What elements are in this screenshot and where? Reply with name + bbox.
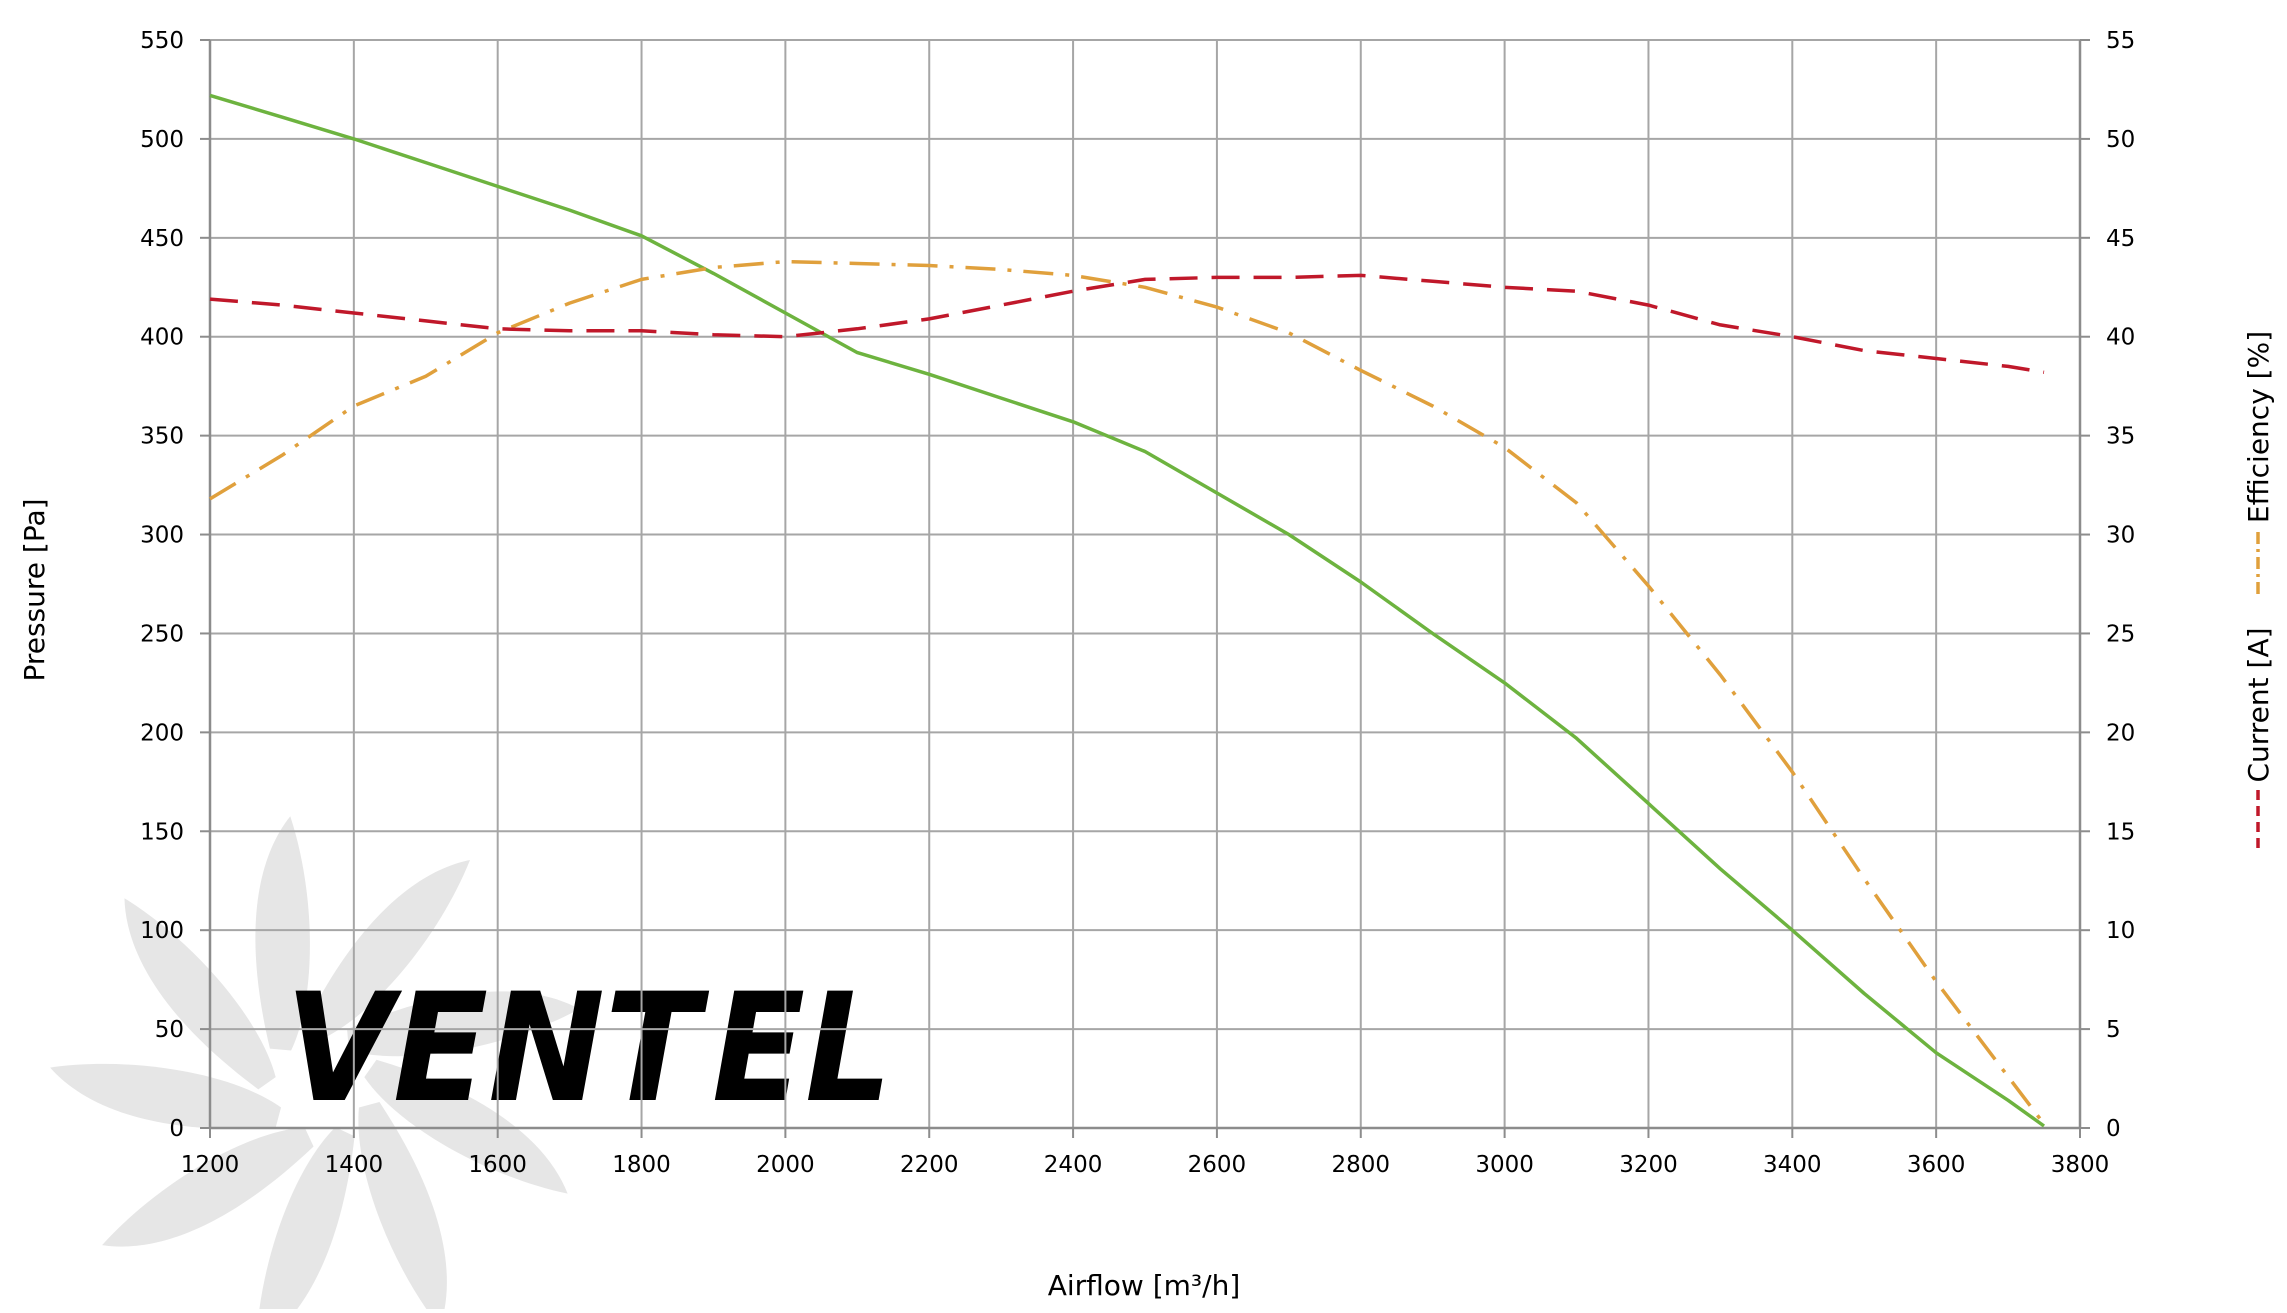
y-right-tick-label: 50 bbox=[2106, 127, 2135, 153]
x-tick-label: 1600 bbox=[468, 1152, 527, 1178]
x-tick-label: 1800 bbox=[612, 1152, 671, 1178]
x-tick-label: 1400 bbox=[325, 1152, 384, 1178]
y-left-tick-label: 300 bbox=[140, 523, 184, 549]
fan-blades-icon bbox=[50, 816, 580, 1313]
y-right-tick-label: 40 bbox=[2106, 325, 2135, 351]
y-left-tick-label: 150 bbox=[140, 819, 184, 845]
x-tick-label: 2600 bbox=[1188, 1152, 1247, 1178]
fan-blade-shape bbox=[124, 898, 276, 1090]
y-right-tick-label: 25 bbox=[2106, 621, 2135, 647]
fan-blade-shape bbox=[364, 1059, 568, 1194]
watermark-text-accent: EL bbox=[712, 962, 892, 1136]
y-right-tick-label: 30 bbox=[2106, 523, 2135, 549]
fan-blade-shape bbox=[50, 1063, 282, 1130]
tick-labels: 1200 1400 1600 1800 2000 2200 2400 2600 2800 3000… bbox=[140, 28, 2135, 1178]
y-right-tick-label: 0 bbox=[2106, 1116, 2121, 1142]
y-right-tick-label: 10 bbox=[2106, 918, 2135, 944]
y-axis-right-current-title: Current [A] bbox=[2242, 627, 2275, 782]
y-right-tick-label: 20 bbox=[2106, 720, 2135, 746]
y-right-tick-label: 55 bbox=[2106, 28, 2135, 54]
x-axis-title: Airflow [m³/h] bbox=[1048, 1269, 1241, 1302]
y-left-tick-label: 400 bbox=[140, 325, 184, 351]
fan-blade-shape bbox=[102, 1127, 314, 1247]
grid bbox=[200, 39, 2090, 1138]
y-axis-right-efficiency-title: Efficiency [%] bbox=[2242, 331, 2275, 523]
fan-blade-shape bbox=[256, 1127, 355, 1313]
x-tick-label: 3200 bbox=[1619, 1152, 1678, 1178]
x-tick-label: 2800 bbox=[1331, 1152, 1390, 1178]
y-left-tick-label: 0 bbox=[169, 1116, 184, 1142]
series-layer bbox=[209, 93, 2046, 1128]
x-tick-label: 3800 bbox=[2051, 1152, 2110, 1178]
x-tick-label: 2000 bbox=[756, 1152, 815, 1178]
fan-blade-shape bbox=[255, 816, 310, 1051]
y-left-tick-label: 500 bbox=[140, 127, 184, 153]
y-left-tick-label: 100 bbox=[140, 918, 184, 944]
y-left-tick-label: 250 bbox=[140, 621, 184, 647]
y-left-tick-label: 50 bbox=[155, 1017, 184, 1043]
fan-blade-shape bbox=[358, 1102, 447, 1313]
x-tick-label: 2400 bbox=[1044, 1152, 1103, 1178]
current-series-line bbox=[209, 273, 2045, 375]
y-right-tick-label: 5 bbox=[2106, 1017, 2121, 1043]
x-tick-label: 1200 bbox=[181, 1152, 240, 1178]
right-axis-legend: Current [A] Efficiency [%] bbox=[2242, 331, 2275, 850]
y-right-tick-label: 45 bbox=[2106, 226, 2135, 252]
x-tick-label: 3600 bbox=[1907, 1152, 1966, 1178]
x-tick-label: 3400 bbox=[1763, 1152, 1822, 1178]
y-right-tick-label: 15 bbox=[2106, 819, 2135, 845]
fan-blade-shape bbox=[347, 991, 580, 1057]
y-axis-left-title: Pressure [Pa] bbox=[18, 498, 51, 681]
x-tick-label: 2200 bbox=[900, 1152, 959, 1178]
efficiency-series-line bbox=[209, 259, 2046, 1126]
pressure-series-line bbox=[209, 93, 2046, 1128]
y-left-tick-label: 450 bbox=[140, 226, 184, 252]
y-left-tick-label: 200 bbox=[140, 720, 184, 746]
y-right-tick-label: 35 bbox=[2106, 424, 2135, 450]
y-left-tick-label: 550 bbox=[140, 28, 184, 54]
x-tick-label: 3000 bbox=[1475, 1152, 1534, 1178]
ventel-watermark: VENT EL bbox=[50, 816, 892, 1313]
y-left-tick-label: 350 bbox=[140, 424, 184, 450]
fan-blade-shape bbox=[305, 860, 470, 1040]
